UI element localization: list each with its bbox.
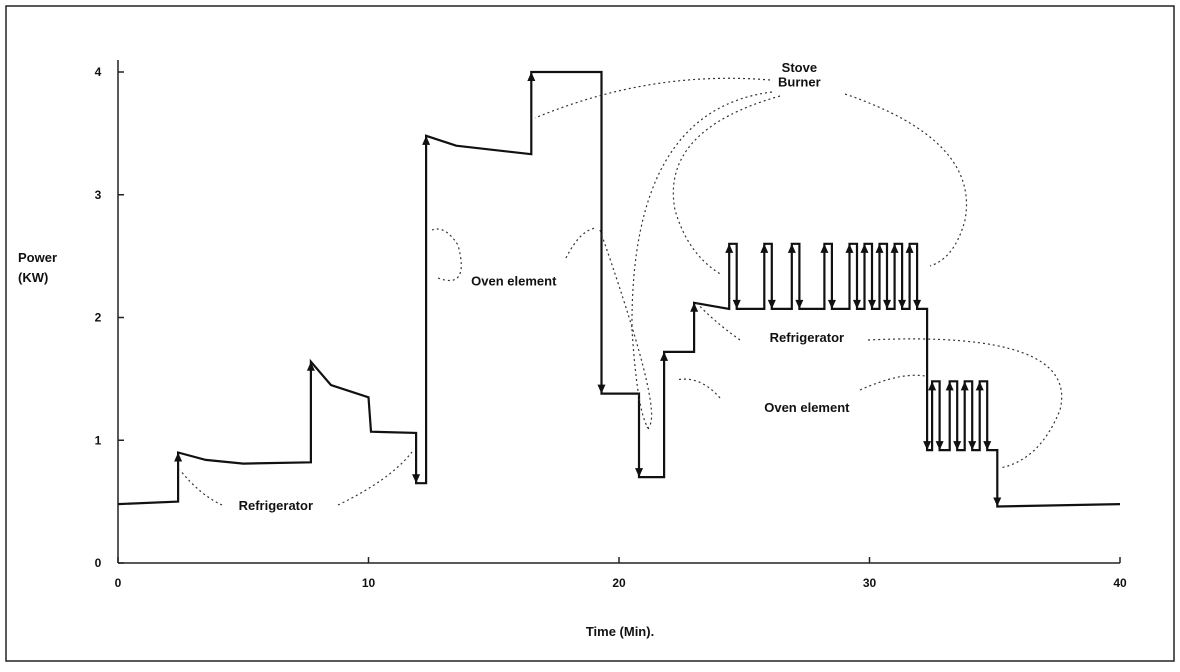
step-arrowhead <box>787 243 796 253</box>
y-axis-title-line1: Power <box>18 250 57 265</box>
callout-stove-1 <box>534 77 771 119</box>
step-arrowhead <box>890 243 899 253</box>
y-tick-label: 0 <box>95 556 102 570</box>
ticks: 0 10 20 30 40 0 1 2 3 4 <box>95 65 1127 590</box>
step-arrowhead <box>883 299 892 309</box>
annotation-label: Refrigerator <box>770 330 844 345</box>
callout-refrig-2a <box>695 301 741 341</box>
step-arrowhead <box>898 299 907 309</box>
callout-oven-2b <box>859 374 926 391</box>
step-arrowhead <box>983 441 992 451</box>
annotation-label: Oven element <box>764 400 850 415</box>
step-arrowhead <box>827 299 836 309</box>
step-arrowhead <box>960 381 969 391</box>
step-arrowhead <box>732 299 741 309</box>
callout-oven-2a <box>675 378 721 399</box>
x-tick-label: 10 <box>362 576 376 590</box>
step-arrowhead <box>953 441 962 451</box>
step-arrowhead <box>875 243 884 253</box>
step-arrowhead <box>868 299 877 309</box>
outer-border <box>5 5 1175 662</box>
callout-oven-1b <box>565 227 597 259</box>
step-arrowhead <box>760 243 769 253</box>
step-arrowhead <box>928 381 937 391</box>
step-arrowhead <box>725 243 734 253</box>
callout-stove-3 <box>672 95 781 276</box>
callout-refrig-2b <box>867 338 1063 469</box>
annotation-label: Refrigerator <box>239 498 313 513</box>
step-arrowhead <box>527 72 536 81</box>
step-arrowhead <box>306 361 315 371</box>
callout-oven-1c <box>599 229 653 429</box>
step-arrowhead <box>923 441 932 451</box>
y-axis-title-line2: (KW) <box>18 270 48 285</box>
step-arrowhead <box>690 302 699 312</box>
x-tick-label: 20 <box>612 576 626 590</box>
step-arrowhead <box>660 351 669 361</box>
axes <box>117 60 1120 564</box>
annotation-label: Burner <box>778 75 821 90</box>
x-axis-title: Time (Min). <box>586 624 654 639</box>
y-tick-label: 3 <box>95 188 102 202</box>
step-arrowhead <box>412 474 421 484</box>
annotation-label: Stove <box>782 60 817 75</box>
step-arrowhead <box>975 381 984 391</box>
step-arrowheads <box>174 72 1002 507</box>
callout-curves <box>179 77 1063 506</box>
x-tick-label: 0 <box>115 576 122 590</box>
step-arrowhead <box>767 299 776 309</box>
x-tick-label: 30 <box>863 576 877 590</box>
step-arrowhead <box>913 299 922 309</box>
step-arrowhead <box>935 441 944 451</box>
step-arrowhead <box>845 243 854 253</box>
step-arrowhead <box>174 452 183 462</box>
step-arrowhead <box>635 468 644 478</box>
step-arrowhead <box>945 381 954 391</box>
callout-stove-2 <box>631 91 773 431</box>
step-arrowhead <box>860 243 869 253</box>
y-tick-label: 2 <box>95 311 102 325</box>
step-arrowhead <box>597 384 606 394</box>
callout-refrigerator-1a <box>179 469 223 506</box>
y-tick-label: 4 <box>95 65 102 79</box>
step-arrowhead <box>795 299 804 309</box>
callout-refrigerator-1b <box>337 451 413 506</box>
step-arrowhead <box>422 135 431 145</box>
callout-stove-4 <box>844 93 967 267</box>
x-tick-label: 40 <box>1113 576 1127 590</box>
step-arrowhead <box>820 243 829 253</box>
step-arrowhead <box>852 299 861 309</box>
callout-oven-1a <box>431 228 462 282</box>
step-arrowhead <box>905 243 914 253</box>
step-arrowhead <box>968 441 977 451</box>
annotation-label: Oven element <box>471 274 557 289</box>
y-tick-label: 1 <box>95 433 102 447</box>
power-series-line <box>117 70 1121 508</box>
step-arrowhead <box>993 497 1002 507</box>
